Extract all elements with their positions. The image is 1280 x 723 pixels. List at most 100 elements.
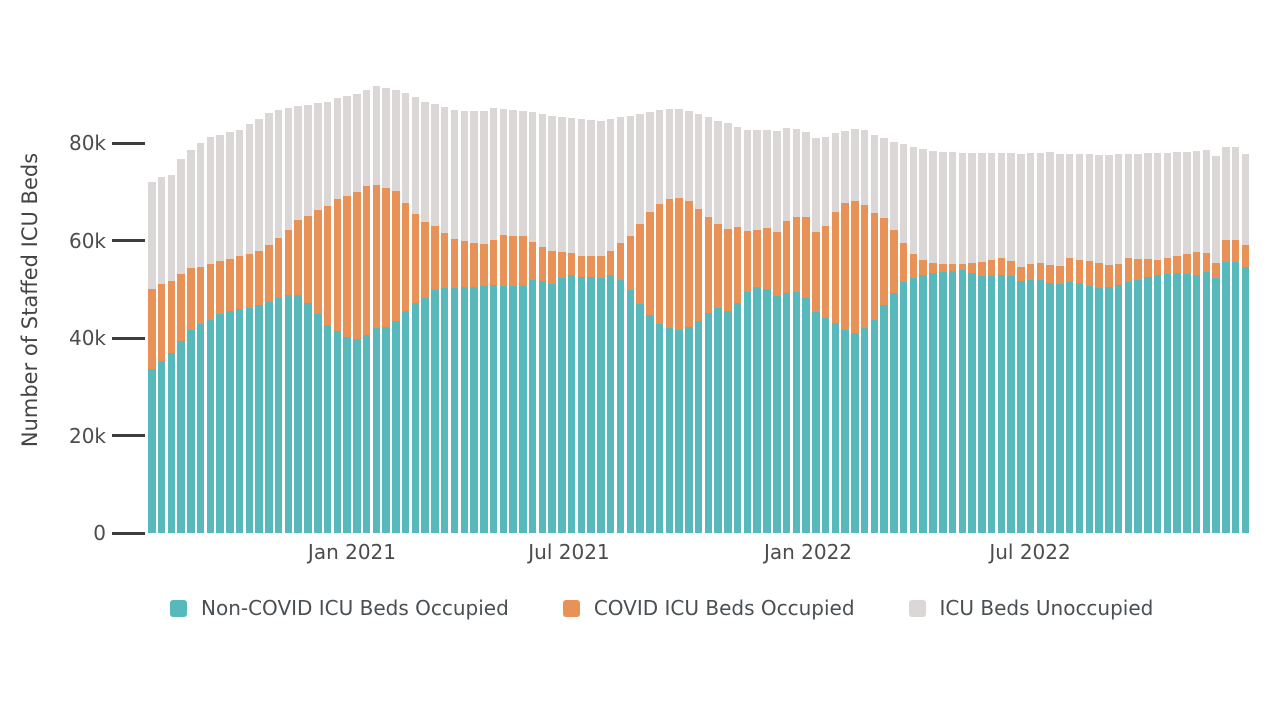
stacked-bar[interactable]	[1124, 85, 1133, 533]
stacked-bar[interactable]	[714, 85, 722, 533]
stacked-bar[interactable]	[899, 85, 908, 533]
stacked-bar[interactable]	[519, 85, 527, 533]
stacked-bar[interactable]	[685, 85, 693, 533]
stacked-bar[interactable]	[851, 85, 859, 533]
stacked-bar[interactable]	[724, 85, 732, 533]
stacked-bar[interactable]	[1065, 85, 1074, 533]
stacked-bar[interactable]	[206, 85, 215, 533]
stacked-bar[interactable]	[245, 85, 254, 533]
stacked-bar[interactable]	[509, 85, 517, 533]
stacked-bar[interactable]	[226, 85, 234, 533]
stacked-bar[interactable]	[1056, 85, 1064, 533]
stacked-bar[interactable]	[616, 85, 625, 533]
stacked-bar[interactable]	[196, 85, 205, 533]
stacked-bar[interactable]	[431, 85, 439, 533]
stacked-bar[interactable]	[1017, 85, 1025, 533]
stacked-bar[interactable]	[1046, 85, 1054, 533]
stacked-bar[interactable]	[548, 85, 556, 533]
stacked-bar[interactable]	[978, 85, 986, 533]
stacked-bar[interactable]	[870, 85, 879, 533]
stacked-bar[interactable]	[470, 85, 478, 533]
stacked-bar[interactable]	[1173, 85, 1181, 533]
stacked-bar[interactable]	[1183, 85, 1191, 533]
stacked-bar[interactable]	[753, 85, 761, 533]
stacked-bar[interactable]	[1134, 85, 1142, 533]
stacked-bar[interactable]	[880, 85, 888, 533]
stacked-bar[interactable]	[1095, 85, 1103, 533]
stacked-bar[interactable]	[675, 85, 683, 533]
stacked-bar[interactable]	[1212, 85, 1220, 533]
stacked-bar[interactable]	[1085, 85, 1093, 533]
stacked-bar[interactable]	[704, 85, 713, 533]
stacked-bar[interactable]	[763, 85, 771, 533]
stacked-bar[interactable]	[294, 85, 302, 533]
stacked-bar[interactable]	[821, 85, 830, 533]
stacked-bar[interactable]	[1114, 85, 1123, 533]
stacked-bar[interactable]	[274, 85, 283, 533]
legend-item[interactable]: COVID ICU Beds Occupied	[562, 596, 855, 620]
stacked-bar[interactable]	[255, 85, 263, 533]
stacked-bar[interactable]	[1222, 85, 1230, 533]
stacked-bar[interactable]	[792, 85, 801, 533]
stacked-bar[interactable]	[343, 85, 351, 533]
stacked-bar[interactable]	[538, 85, 547, 533]
stacked-bar[interactable]	[1144, 85, 1152, 533]
stacked-bar[interactable]	[1231, 85, 1240, 533]
stacked-bar[interactable]	[148, 85, 156, 533]
stacked-bar[interactable]	[440, 85, 449, 533]
stacked-bar[interactable]	[1075, 85, 1084, 533]
stacked-bar[interactable]	[1202, 85, 1211, 533]
stacked-bar[interactable]	[655, 85, 664, 533]
stacked-bar[interactable]	[567, 85, 576, 533]
stacked-bar[interactable]	[597, 85, 605, 533]
stacked-bar[interactable]	[997, 85, 1006, 533]
stacked-bar[interactable]	[909, 85, 918, 533]
stacked-bar[interactable]	[450, 85, 459, 533]
stacked-bar[interactable]	[411, 85, 420, 533]
stacked-bar[interactable]	[890, 85, 898, 533]
stacked-bar[interactable]	[968, 85, 976, 533]
stacked-bar[interactable]	[216, 85, 224, 533]
stacked-bar[interactable]	[694, 85, 703, 533]
stacked-bar[interactable]	[812, 85, 820, 533]
stacked-bar[interactable]	[187, 85, 195, 533]
stacked-bar[interactable]	[362, 85, 371, 533]
stacked-bar[interactable]	[646, 85, 654, 533]
stacked-bar[interactable]	[333, 85, 342, 533]
stacked-bar[interactable]	[528, 85, 537, 533]
stacked-bar[interactable]	[773, 85, 781, 533]
stacked-bar[interactable]	[636, 85, 644, 533]
stacked-bar[interactable]	[323, 85, 332, 533]
stacked-bar[interactable]	[167, 85, 176, 533]
stacked-bar[interactable]	[235, 85, 244, 533]
stacked-bar[interactable]	[480, 85, 488, 533]
stacked-bar[interactable]	[733, 85, 742, 533]
stacked-bar[interactable]	[489, 85, 498, 533]
stacked-bar[interactable]	[304, 85, 312, 533]
stacked-bar[interactable]	[499, 85, 508, 533]
stacked-bar[interactable]	[353, 85, 361, 533]
stacked-bar[interactable]	[1153, 85, 1162, 533]
stacked-bar[interactable]	[265, 85, 273, 533]
stacked-bar[interactable]	[1241, 85, 1250, 533]
stacked-bar[interactable]	[802, 85, 810, 533]
stacked-bar[interactable]	[401, 85, 410, 533]
stacked-bar[interactable]	[314, 85, 322, 533]
stacked-bar[interactable]	[948, 85, 957, 533]
stacked-bar[interactable]	[929, 85, 937, 533]
stacked-bar[interactable]	[606, 85, 615, 533]
stacked-bar[interactable]	[860, 85, 869, 533]
stacked-bar[interactable]	[1163, 85, 1172, 533]
stacked-bar[interactable]	[177, 85, 185, 533]
stacked-bar[interactable]	[577, 85, 586, 533]
stacked-bar[interactable]	[392, 85, 400, 533]
stacked-bar[interactable]	[958, 85, 967, 533]
stacked-bar[interactable]	[626, 85, 635, 533]
legend-item[interactable]: Non-COVID ICU Beds Occupied	[170, 596, 509, 620]
stacked-bar[interactable]	[421, 85, 429, 533]
stacked-bar[interactable]	[1105, 85, 1113, 533]
stacked-bar[interactable]	[782, 85, 791, 533]
stacked-bar[interactable]	[587, 85, 595, 533]
stacked-bar[interactable]	[987, 85, 996, 533]
stacked-bar[interactable]	[939, 85, 947, 533]
